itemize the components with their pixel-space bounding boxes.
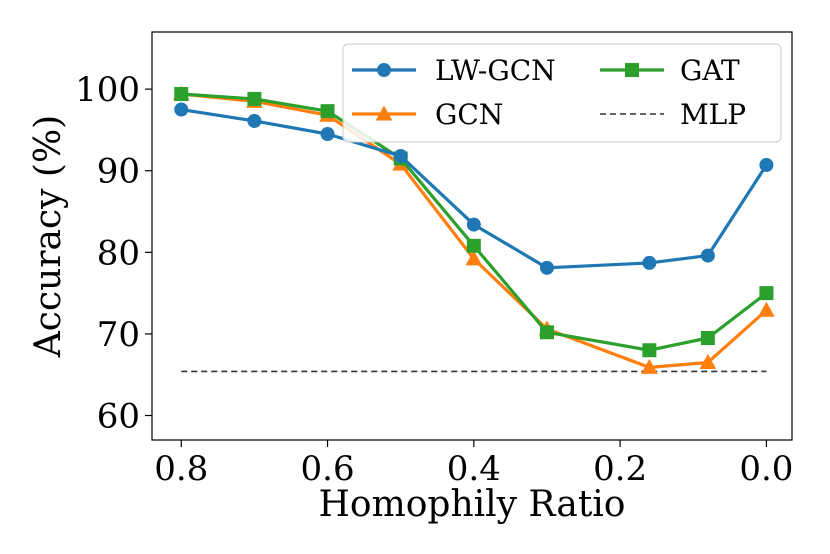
data-point-gat	[174, 87, 189, 102]
x-tick-label: 0.0	[739, 449, 793, 489]
x-tick-label: 0.2	[593, 449, 647, 489]
x-axis-label: Homophily Ratio	[319, 484, 626, 525]
data-point-gat	[759, 286, 774, 301]
data-point-lw-gcn	[247, 113, 262, 128]
data-point-gcn	[465, 250, 483, 266]
data-point-lw-gcn	[759, 158, 774, 173]
y-tick-label: 100	[75, 70, 140, 110]
data-point-lw-gcn	[466, 217, 481, 232]
data-point-gat	[642, 343, 657, 358]
data-point-lw-gcn	[642, 255, 657, 270]
data-point-lw-gcn	[174, 102, 189, 117]
data-point-lw-gcn	[700, 248, 715, 263]
legend-marker-gcn	[375, 105, 393, 121]
plot-area	[172, 85, 775, 374]
data-point-gat	[466, 238, 481, 253]
y-axis-label: Accuracy (%)	[28, 115, 69, 358]
legend-marker-lw-gcn	[377, 63, 391, 77]
x-tick-label: 0.4	[447, 449, 501, 489]
legend-label-lw-gcn: LW-GCN	[435, 54, 556, 87]
data-point-gcn	[758, 301, 775, 317]
x-tick-label: 0.6	[301, 449, 355, 489]
data-point-gcn	[699, 353, 717, 369]
y-tick-label: 80	[97, 233, 140, 273]
data-point-gat	[539, 325, 554, 340]
legend-label-gcn: GCN	[435, 98, 503, 131]
legend: LW-GCN GCN GAT MLP	[342, 43, 782, 143]
legend-label-mlp: MLP	[680, 98, 746, 131]
legend-box	[342, 43, 782, 143]
y-tick-label: 90	[97, 152, 140, 192]
data-point-lw-gcn	[539, 260, 554, 275]
data-point-gat	[247, 91, 262, 106]
axes: 0.8 0.6 0.4 0.2 0.0 60 70 80 90 100 Homophily Rati…	[28, 31, 793, 525]
plot-frame	[151, 31, 793, 441]
y-tick-label: 70	[97, 315, 140, 355]
y-tick-label: 60	[97, 397, 140, 437]
data-point-lw-gcn	[393, 149, 408, 164]
data-point-gat	[700, 331, 715, 345]
legend-marker-gat	[625, 63, 639, 77]
data-point-gcn	[641, 358, 658, 374]
data-point-lw-gcn	[320, 127, 335, 141]
legend-label-gat: GAT	[680, 54, 740, 87]
x-tick-label: 0.8	[154, 449, 208, 489]
data-point-gat	[320, 104, 335, 119]
